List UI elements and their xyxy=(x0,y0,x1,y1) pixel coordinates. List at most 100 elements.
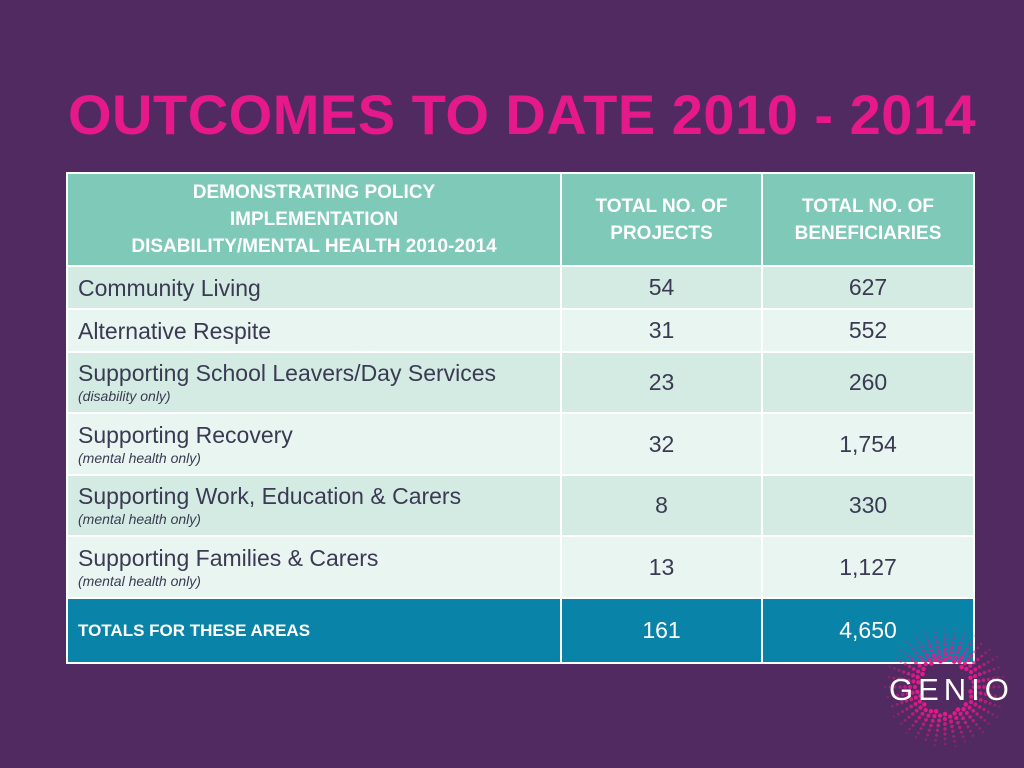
logo-dot xyxy=(913,695,918,700)
logo-dot xyxy=(971,734,975,737)
logo-dot xyxy=(951,729,955,733)
logo-dot xyxy=(928,709,934,714)
logo-dot xyxy=(901,692,905,697)
logo-dot xyxy=(966,725,970,729)
logo-dot xyxy=(982,662,986,667)
logo-dot xyxy=(973,702,978,707)
logo-dot xyxy=(955,650,960,655)
logo-dot xyxy=(952,711,957,716)
table-row: Supporting Work, Education & Carers (men… xyxy=(66,474,975,537)
logo-dot xyxy=(993,694,997,698)
logo-dot xyxy=(937,718,942,723)
table-row: Supporting School Leavers/Day Services (… xyxy=(66,351,975,414)
logo-dot xyxy=(967,705,972,710)
beneficiaries-cell: 1,127 xyxy=(761,535,975,599)
logo-dot xyxy=(961,716,965,721)
logo-dot xyxy=(926,639,930,643)
totals-label: TOTALS FOR THESE AREAS xyxy=(66,597,562,664)
logo-dot xyxy=(892,667,896,670)
logo-dot xyxy=(954,715,959,721)
logo-dot xyxy=(987,685,991,689)
row-label-cell: Supporting Families & Carers (mental hea… xyxy=(66,535,562,599)
row-label-cell: Supporting School Leavers/Day Services (… xyxy=(66,351,562,414)
logo-dot xyxy=(923,630,926,633)
logo-dot xyxy=(960,655,964,660)
row-note: (mental health only) xyxy=(78,511,201,527)
logo-dot xyxy=(899,648,902,651)
header-policy-area: DEMONSTRATING POLICY IMPLEMENTATION DISA… xyxy=(66,172,562,267)
projects-cell: 23 xyxy=(560,351,763,414)
logo-dot xyxy=(904,699,909,703)
table-row: Supporting Families & Carers (mental hea… xyxy=(66,535,975,599)
logo-dot xyxy=(968,699,974,705)
logo-dot xyxy=(896,693,900,697)
logo-dot xyxy=(935,733,938,737)
logo-dot xyxy=(905,707,909,711)
logo-dot xyxy=(973,674,978,679)
logo-dot xyxy=(943,727,947,731)
logo-dot xyxy=(895,657,898,661)
logo-dot xyxy=(936,649,941,654)
row-label-cell: Community Living xyxy=(66,265,562,310)
logo-dot xyxy=(925,634,928,638)
logo-dot xyxy=(932,657,938,662)
page-title: OUTCOMES TO DATE 2010 - 2014 xyxy=(68,83,977,146)
genio-logo-burst-icon xyxy=(883,626,1006,748)
logo-dot xyxy=(975,712,979,716)
header-projects: TOTAL NO. OF PROJECTS xyxy=(560,172,763,267)
logo-dot xyxy=(909,697,914,702)
logo-dot xyxy=(914,660,918,665)
logo-dot xyxy=(963,720,968,725)
logo-dot xyxy=(942,711,948,717)
logo-dot xyxy=(962,651,967,656)
logo-dot xyxy=(964,666,969,672)
logo-dot xyxy=(950,645,954,650)
logo-dot xyxy=(959,730,963,734)
logo-dot xyxy=(891,704,894,708)
logo-dot xyxy=(966,657,971,662)
logo-dot xyxy=(976,646,980,650)
logo-dot xyxy=(935,728,940,732)
logo-dot xyxy=(986,710,990,714)
beneficiaries-cell: 552 xyxy=(761,308,975,353)
logo-dot xyxy=(911,723,915,727)
logo-dot xyxy=(883,685,887,689)
logo-dot xyxy=(948,655,953,660)
logo-dot xyxy=(952,734,956,738)
header-line: BENEFICIARIES xyxy=(794,222,942,244)
logo-dot xyxy=(906,654,910,658)
projects-cell: 31 xyxy=(560,308,763,353)
logo-dot xyxy=(931,653,936,658)
logo-dot xyxy=(971,684,977,690)
logo-dot xyxy=(892,676,896,680)
logo-dot xyxy=(923,707,928,713)
logo-dot xyxy=(934,630,937,634)
logo-dot xyxy=(982,707,986,712)
logo-dot xyxy=(964,711,969,715)
projects-cell: 8 xyxy=(560,474,763,537)
logo-dot xyxy=(987,669,991,673)
logo-dot xyxy=(975,723,978,726)
table-header-row: DEMONSTRATING POLICY IMPLEMENTATION DISA… xyxy=(66,172,975,267)
logo-dot xyxy=(992,685,996,689)
logo-dot xyxy=(888,685,892,689)
totals-projects: 161 xyxy=(560,597,763,664)
logo-dot xyxy=(901,710,905,713)
logo-dot xyxy=(998,695,1002,698)
logo-dot xyxy=(998,705,1001,708)
beneficiaries-cell: 330 xyxy=(761,474,975,537)
logo-dot xyxy=(908,643,911,647)
logo-dot xyxy=(953,654,958,659)
logo-dot xyxy=(943,737,947,741)
logo-dot xyxy=(922,648,926,653)
logo-dot xyxy=(897,668,901,672)
logo-dot xyxy=(963,632,966,635)
logo-dot xyxy=(915,689,920,695)
logo-dot xyxy=(893,685,897,689)
logo-dot xyxy=(926,713,931,718)
genio-logo: GENIO xyxy=(889,672,1014,707)
logo-dot xyxy=(996,676,1000,679)
logo-dot xyxy=(992,667,996,671)
logo-dot xyxy=(973,667,978,672)
logo-dot xyxy=(984,651,987,655)
